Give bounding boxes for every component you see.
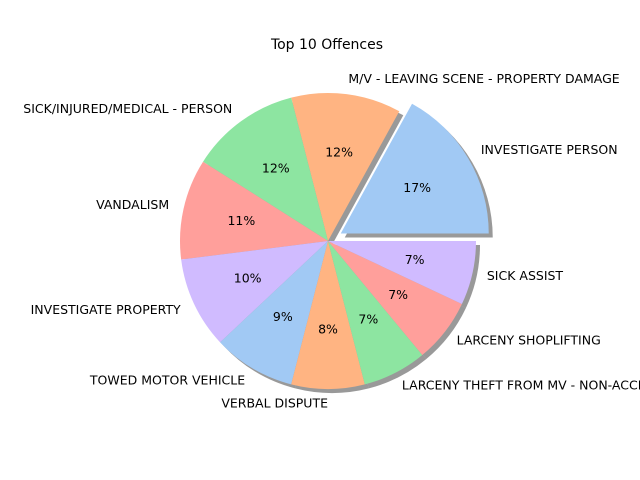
slice-labels: INVESTIGATE PERSON M/V - LEAVING SCENE - … [23,71,640,410]
slice-investigate-person [340,103,489,234]
slice-m-v-leaving-scene-property-damage [291,93,400,241]
slice-vandalism-label: VANDALISM [96,197,169,212]
slice-verbal-dispute-percent: 8% [318,321,338,336]
slice-larceny-shoplifting-label: LARCENY SHOPLIFTING [457,332,601,347]
slice-verbal-dispute [291,241,365,389]
slice-investigate-person-label: INVESTIGATE PERSON [481,142,618,157]
slice-m-v-leaving-scene-property-damage-percent: 12% [325,144,353,159]
slice-sick-injured-medical-person [203,97,328,241]
slice-towed-motor-vehicle [220,241,328,385]
slice-towed-motor-vehicle-label: TOWED MOTOR VEHICLE [89,373,245,388]
slice-larceny-shoplifting-percent: 7% [388,287,408,302]
slice-investigate-property [181,241,328,343]
slice-investigate-person-percent: 17% [403,180,431,195]
slice-investigate-property-label: INVESTIGATE PROPERTY [31,302,181,317]
pie-slices [180,93,489,389]
slice-sick-injured-medical-person-label: SICK/INJURED/MEDICAL - PERSON [23,101,232,116]
chart-title: Top 10 Offences [270,37,383,53]
slice-sick-assist-percent: 7% [405,252,425,267]
slice-sick-injured-medical-person-percent: 12% [262,161,290,176]
slice-investigate-property-percent: 10% [234,270,262,285]
slice-verbal-dispute-label: VERBAL DISPUTE [221,395,328,410]
slice-vandalism-percent: 11% [227,213,255,228]
slice-percentages: 17% 12% 12% 11% 10% 9% 8% 7% 7% 7% [227,144,431,336]
slice-m-v-leaving-scene-property-damage-label: M/V - LEAVING SCENE - PROPERTY DAMAGE [348,71,619,86]
slice-sick-assist-label: SICK ASSIST [487,268,564,283]
slice-larceny-theft-from-mv-non-accessory-label: LARCENY THEFT FROM MV - NON-ACCESSORY [402,378,640,393]
slice-larceny-shoplifting [328,241,462,356]
slice-larceny-theft-from-mv-non-accessory [328,241,423,385]
slice-larceny-theft-from-mv-non-accessory-percent: 7% [358,312,378,327]
slice-sick-assist [328,241,476,305]
slice-towed-motor-vehicle-percent: 9% [273,309,293,324]
slice-vandalism [180,161,328,260]
